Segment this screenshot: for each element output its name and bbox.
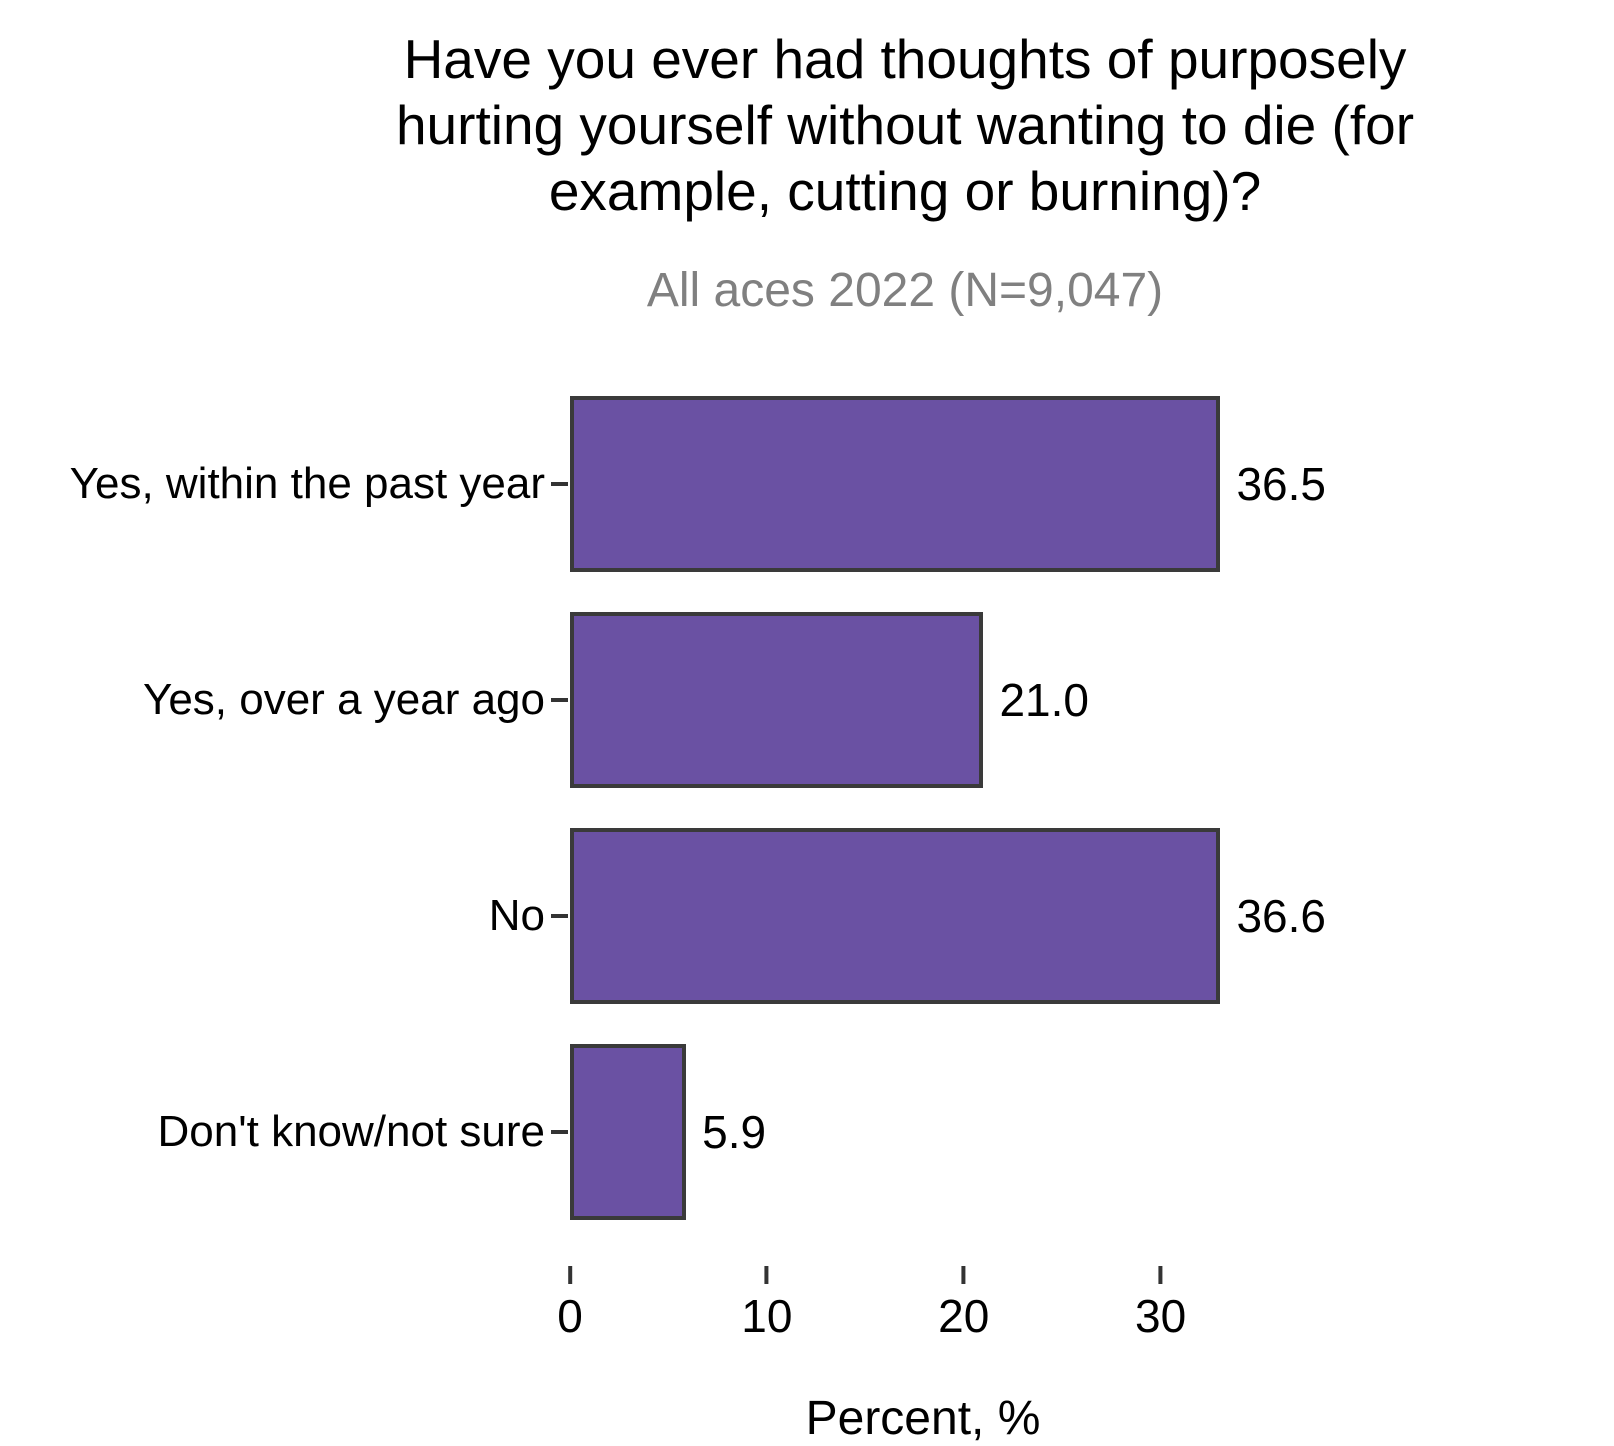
category-label-row: Don't know/not sure [0, 1024, 570, 1240]
bar-row: No 36.6 [0, 808, 1614, 1024]
x-tick: 10 [741, 1266, 792, 1342]
x-tick-mark [764, 1266, 769, 1284]
bar-row: Don't know/not sure 5.9 [0, 1024, 1614, 1240]
x-tick-mark [961, 1266, 966, 1284]
category-label-row: No [0, 808, 570, 1024]
chart-subtitle: All aces 2022 (N=9,047) [646, 264, 1164, 317]
category-label-row: Yes, over a year ago [0, 592, 570, 808]
x-tick-mark [568, 1266, 572, 1284]
x-tick-label: 20 [938, 1290, 990, 1342]
x-tick-label: 10 [741, 1290, 793, 1342]
x-tick: 0 [557, 1266, 583, 1342]
bar-row: Yes, over a year ago 21.0 [0, 592, 1614, 808]
chart-title: Have you ever had thoughts of purposely … [196, 26, 1614, 224]
category-label: Don't know/not sure [157, 1107, 546, 1156]
x-axis-title: Percent, % [805, 1392, 1041, 1445]
category-label: Yes, over a year ago [143, 675, 545, 724]
value-label: 36.5 [1236, 458, 1326, 510]
chart-header: Have you ever had thoughts of purposely … [0, 26, 1614, 320]
value-label: 5.9 [702, 1106, 767, 1158]
x-tick-mark [1158, 1266, 1163, 1284]
bar [570, 396, 1221, 572]
chart-title-line: Have you ever had thoughts of purposely [403, 28, 1407, 90]
bar-track: 36.6 [570, 808, 1326, 1024]
bar [570, 612, 984, 788]
x-tick: 20 [938, 1266, 989, 1342]
x-axis-title-row: Percent, % [570, 1392, 1326, 1446]
x-tick: 30 [1135, 1266, 1186, 1342]
category-label: Yes, within the past year [69, 459, 545, 508]
value-label: 36.6 [1236, 890, 1326, 942]
chart-title-line: hurting yourself without wanting to die … [395, 94, 1415, 156]
y-tick-mark [551, 1130, 568, 1134]
bar [570, 1044, 687, 1220]
y-tick-mark [551, 914, 568, 918]
chart-title-line: example, cutting or burning)? [548, 160, 1262, 222]
y-tick-mark [551, 482, 568, 486]
category-label: No [488, 891, 545, 940]
bar [570, 828, 1221, 1004]
x-axis: 0 10 20 30 [557, 1266, 1326, 1384]
value-label: 21.0 [999, 674, 1089, 726]
bar-track: 5.9 [570, 1024, 1326, 1240]
bar-track: 21.0 [570, 592, 1326, 808]
y-tick-mark [551, 698, 568, 702]
x-tick-label: 0 [557, 1290, 583, 1342]
plot-area: Yes, within the past year 36.5 Yes, over… [0, 376, 1614, 1240]
bar-track: 36.5 [570, 376, 1326, 592]
x-tick-label: 30 [1135, 1290, 1187, 1342]
bar-row: Yes, within the past year 36.5 [0, 376, 1614, 592]
category-label-row: Yes, within the past year [0, 376, 570, 592]
